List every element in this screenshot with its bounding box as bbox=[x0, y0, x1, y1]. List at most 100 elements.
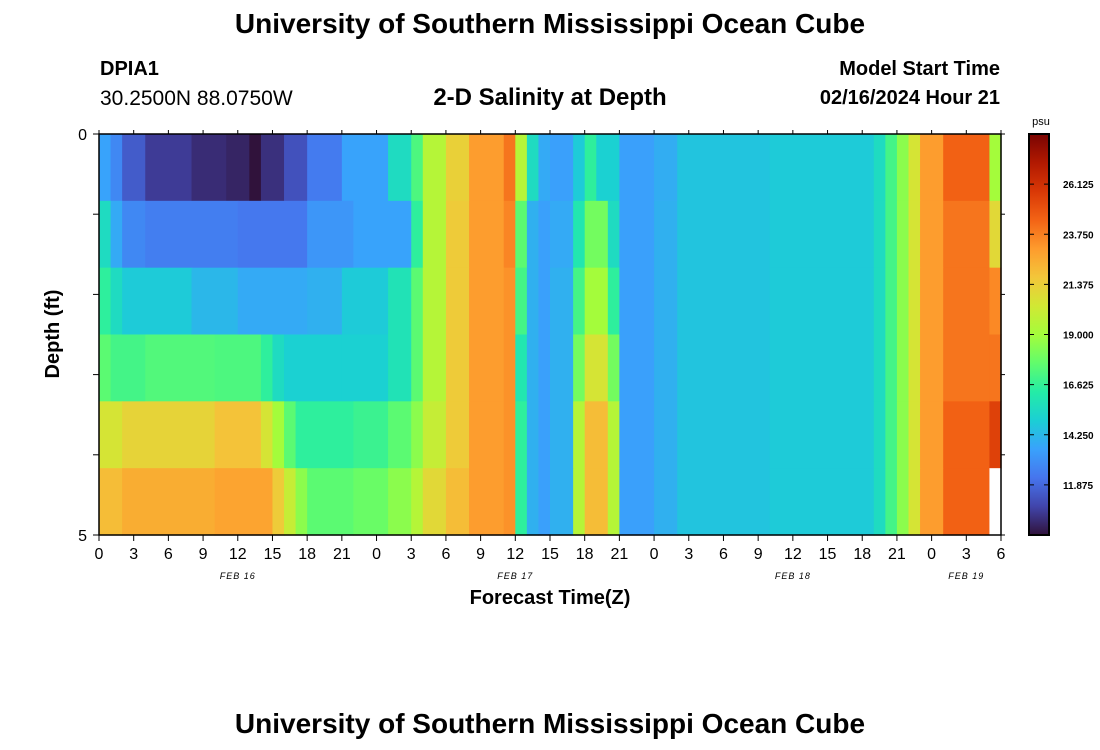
heatmap-cell bbox=[654, 200, 678, 269]
heatmap-cell bbox=[145, 134, 193, 202]
colorbar-tick-label: 16.625 bbox=[1063, 381, 1094, 392]
x-tick-label: 0 bbox=[927, 546, 936, 563]
heatmap-cell bbox=[526, 267, 540, 336]
heatmap-cell bbox=[422, 334, 447, 402]
heatmap-cell bbox=[445, 334, 470, 402]
heatmap-cell bbox=[422, 468, 447, 536]
heatmap-cell bbox=[607, 267, 620, 336]
heatmap-cell bbox=[515, 334, 528, 402]
heatmap-cell bbox=[110, 334, 146, 402]
heatmap-cell bbox=[573, 267, 586, 336]
heatmap-cell bbox=[896, 401, 910, 469]
x-tick-label: 18 bbox=[853, 546, 871, 563]
heatmap-cell bbox=[943, 267, 991, 336]
heatmap-cell bbox=[538, 468, 551, 536]
heatmap-cell bbox=[920, 200, 944, 269]
heatmap-cell bbox=[99, 134, 112, 202]
heatmap-cell bbox=[284, 401, 297, 469]
heatmap-cell bbox=[411, 401, 424, 469]
x-tick-label: 12 bbox=[784, 546, 802, 563]
heatmap-cell bbox=[145, 200, 239, 269]
heatmap-cell bbox=[526, 134, 540, 202]
x-tick-label: 21 bbox=[888, 546, 906, 563]
heatmap-cell bbox=[469, 134, 505, 202]
heatmap-cell bbox=[896, 468, 910, 536]
heatmap-cell bbox=[538, 401, 551, 469]
x-tick-label: 6 bbox=[719, 546, 728, 563]
x-tick-label: 12 bbox=[229, 546, 247, 563]
heatmap-cell bbox=[469, 334, 505, 402]
heatmap-cell bbox=[677, 401, 771, 469]
y-axis: 05 bbox=[78, 127, 1005, 545]
heatmap-cell bbox=[654, 334, 678, 402]
heatmap-cell bbox=[769, 200, 875, 269]
heatmap-cell bbox=[388, 334, 412, 402]
heatmap-cell bbox=[573, 334, 586, 402]
heatmap-cell bbox=[677, 200, 771, 269]
heatmap-cell bbox=[515, 401, 528, 469]
heatmap-cell bbox=[896, 267, 910, 336]
x-tick-label: 12 bbox=[506, 546, 524, 563]
colorbar-tick-label: 26.125 bbox=[1063, 180, 1094, 191]
heatmap-cell bbox=[584, 468, 609, 536]
x-tick-label: 0 bbox=[95, 546, 104, 563]
heatmap-cell bbox=[584, 267, 609, 336]
heatmap-cell bbox=[122, 134, 146, 202]
heatmap-cell bbox=[677, 134, 771, 202]
heatmap-cell bbox=[503, 334, 516, 402]
x-tick-label: 0 bbox=[650, 546, 659, 563]
heatmap-cell bbox=[445, 134, 470, 202]
heatmap-cell bbox=[388, 401, 412, 469]
station-id: DPIA1 bbox=[100, 58, 159, 80]
x-axis: 0 3 6 9 12 15 18 21 0 3 6 9 12 15 18 21 0 3 6 9 12 15 18 21 0 3 6 F… bbox=[95, 130, 1006, 581]
heatmap-cell bbox=[550, 200, 574, 269]
x-tick-label: 15 bbox=[541, 546, 559, 563]
x-tick-label: 3 bbox=[962, 546, 971, 563]
heatmap-cell bbox=[908, 267, 921, 336]
heatmap-cell bbox=[284, 334, 343, 402]
heatmap-cell bbox=[584, 401, 609, 469]
heatmap-cell bbox=[445, 468, 470, 536]
heatmap-cell bbox=[989, 134, 1002, 202]
heatmap-cell bbox=[469, 468, 505, 536]
x-tick-label: 6 bbox=[997, 546, 1006, 563]
page-title-top: University of Southern Mississippi Ocean… bbox=[234, 8, 866, 39]
heatmap-cell bbox=[538, 200, 551, 269]
y-tick-label: 5 bbox=[78, 528, 87, 545]
heatmap-cell bbox=[873, 200, 886, 269]
heatmap-cells bbox=[99, 134, 1002, 536]
heatmap-cell bbox=[943, 134, 991, 202]
heatmap-cell bbox=[908, 334, 921, 402]
heatmap-cell bbox=[573, 134, 586, 202]
heatmap-cell bbox=[607, 401, 620, 469]
heatmap-cell bbox=[260, 334, 274, 402]
heatmap-cell bbox=[341, 134, 389, 202]
heatmap-cell bbox=[989, 401, 1002, 469]
heatmap-cell bbox=[885, 401, 898, 469]
heatmap-cell bbox=[896, 200, 910, 269]
y-axis-label: Depth (ft) bbox=[42, 290, 64, 379]
heatmap-cell bbox=[550, 401, 574, 469]
heatmap-cell bbox=[515, 134, 528, 202]
chart-title: 2-D Salinity at Depth bbox=[433, 84, 667, 111]
heatmap-cell bbox=[99, 468, 123, 536]
heatmap-cell bbox=[943, 468, 991, 536]
heatmap-cell bbox=[873, 468, 886, 536]
heatmap-cell bbox=[272, 334, 285, 402]
heatmap-cell bbox=[515, 267, 528, 336]
heatmap-cell bbox=[445, 401, 470, 469]
colorbar-unit: psu bbox=[1032, 116, 1050, 128]
colorbar-tick-label: 11.875 bbox=[1063, 481, 1093, 492]
heatmap-cell bbox=[388, 468, 412, 536]
heatmap-cell bbox=[122, 401, 216, 469]
heatmap-cell bbox=[353, 468, 389, 536]
heatmap-cell bbox=[550, 334, 574, 402]
x-date-label: FEB 19 bbox=[948, 571, 984, 581]
heatmap-cell bbox=[515, 200, 528, 269]
heatmap-cell bbox=[445, 200, 470, 269]
heatmap-cell bbox=[411, 468, 424, 536]
x-tick-label: 3 bbox=[407, 546, 416, 563]
colorbar: psu 26.125 23.750 21.375 19.000 16.625 14.250… bbox=[1028, 116, 1094, 536]
heatmap-cell bbox=[237, 200, 308, 269]
